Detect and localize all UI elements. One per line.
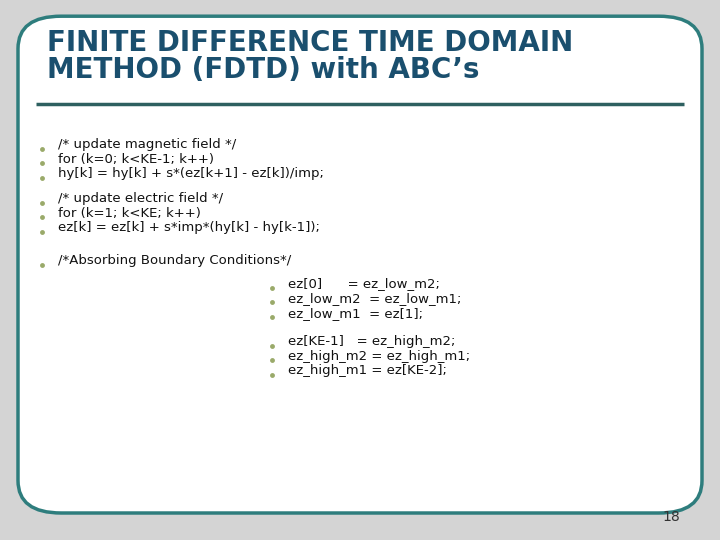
Text: for (k=1; k<KE; k++): for (k=1; k<KE; k++)	[58, 207, 200, 220]
Text: ez_high_m1 = ez[KE-2];: ez_high_m1 = ez[KE-2];	[288, 364, 447, 377]
Text: 18: 18	[662, 510, 680, 524]
Text: /*Absorbing Boundary Conditions*/: /*Absorbing Boundary Conditions*/	[58, 254, 291, 267]
Text: ez_high_m2 = ez_high_m1;: ez_high_m2 = ez_high_m1;	[288, 350, 470, 363]
Text: ez[0]      = ez_low_m2;: ez[0] = ez_low_m2;	[288, 278, 440, 291]
Text: hy[k] = hy[k] + s*(ez[k+1] - ez[k])/imp;: hy[k] = hy[k] + s*(ez[k+1] - ez[k])/imp;	[58, 167, 323, 180]
Text: /* update electric field */: /* update electric field */	[58, 192, 222, 205]
Text: ez_low_m2  = ez_low_m1;: ez_low_m2 = ez_low_m1;	[288, 292, 462, 305]
Text: ez[KE-1]   = ez_high_m2;: ez[KE-1] = ez_high_m2;	[288, 335, 455, 348]
FancyBboxPatch shape	[18, 16, 702, 513]
Text: for (k=0; k<KE-1; k++): for (k=0; k<KE-1; k++)	[58, 153, 214, 166]
Text: ez[k] = ez[k] + s*imp*(hy[k] - hy[k-1]);: ez[k] = ez[k] + s*imp*(hy[k] - hy[k-1]);	[58, 221, 320, 234]
Text: ez_low_m1  = ez[1];: ez_low_m1 = ez[1];	[288, 307, 423, 320]
Text: METHOD (FDTD) with ABC’s: METHOD (FDTD) with ABC’s	[47, 56, 480, 84]
Text: /* update magnetic field */: /* update magnetic field */	[58, 138, 236, 151]
Text: FINITE DIFFERENCE TIME DOMAIN: FINITE DIFFERENCE TIME DOMAIN	[47, 29, 573, 57]
